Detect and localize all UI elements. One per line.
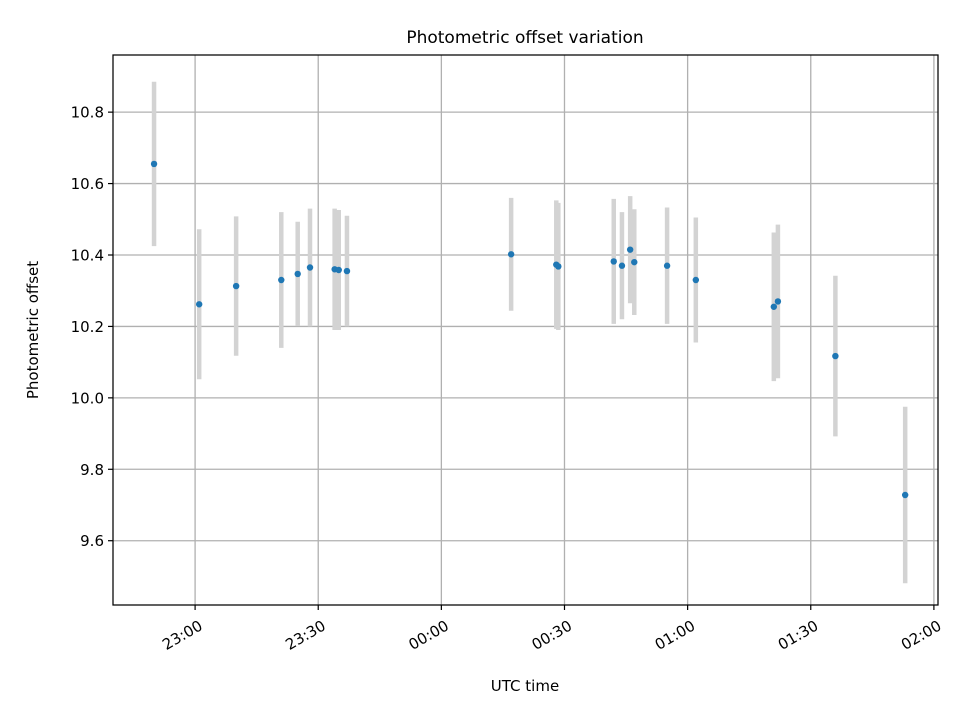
data-points [150, 160, 909, 499]
data-point [832, 352, 839, 360]
data-point [278, 276, 285, 284]
data-point [306, 264, 314, 271]
data-point [335, 266, 342, 274]
data-point [232, 282, 240, 290]
y-axis-label: Photometric offset [24, 261, 42, 399]
data-point [618, 262, 626, 269]
data-point [770, 303, 778, 310]
y-tick-label: 10.6 [71, 175, 104, 193]
data-point [294, 270, 301, 278]
x-axis-label: UTC time [491, 677, 559, 695]
data-point [195, 301, 203, 308]
data-point [631, 258, 638, 266]
data-point [692, 276, 700, 284]
data-point [507, 251, 515, 258]
data-point [150, 160, 158, 168]
y-tick-label: 9.8 [80, 461, 104, 479]
data-point [343, 267, 351, 275]
data-point [626, 246, 634, 253]
grid [113, 55, 938, 605]
y-axis: 9.6 9.8 10.0 10.2 10.4 10.6 10.8 [71, 104, 113, 550]
y-tick-label: 9.6 [80, 532, 104, 550]
data-point [663, 262, 671, 269]
data-point [774, 298, 782, 305]
y-tick-label: 10.0 [71, 389, 104, 407]
y-tick-label: 10.8 [71, 104, 104, 122]
chart-title: Photometric offset variation [406, 28, 643, 48]
y-tick-label: 10.2 [71, 318, 104, 336]
data-point [555, 263, 562, 270]
data-point [901, 491, 909, 499]
plot-frame [112, 54, 939, 606]
data-point [610, 258, 617, 265]
y-tick-label: 10.4 [71, 247, 104, 265]
